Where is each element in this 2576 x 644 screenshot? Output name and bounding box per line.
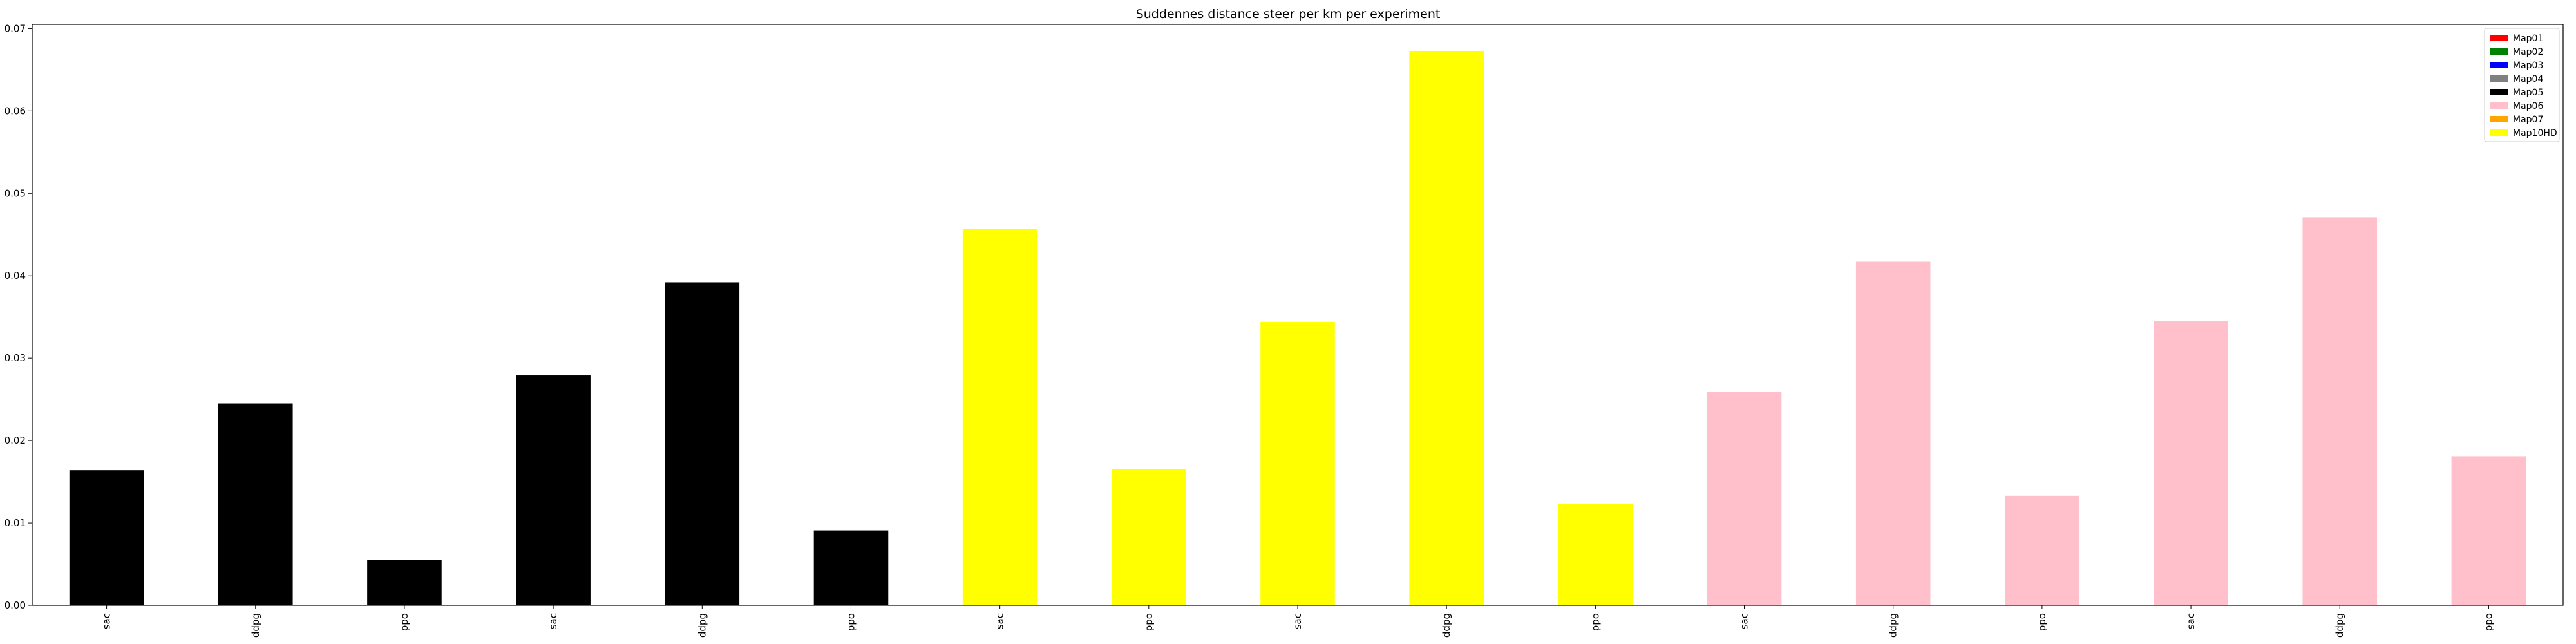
legend-label: Map01 — [2513, 33, 2543, 44]
bar-6 — [813, 530, 889, 605]
bar-7 — [962, 229, 1037, 605]
y-tick-label: 0.03 — [5, 352, 26, 364]
legend-swatch — [2490, 116, 2508, 122]
x-tick-label: sac — [994, 613, 1006, 629]
x-tick-label: ddpg — [1441, 613, 1452, 638]
legend-swatch — [2490, 62, 2508, 68]
y-tick-label: 0.07 — [5, 23, 26, 34]
bar-13 — [1855, 261, 1931, 606]
legend: Map01 Map02 Map03 Map04 Map05 Map06 Map07 Map10… — [2484, 28, 2560, 142]
x-tick-label: ppo — [2036, 613, 2048, 631]
bar-4 — [516, 375, 591, 605]
y-tick-label: 0.01 — [5, 517, 26, 529]
x-tick-label: sac — [1292, 613, 1303, 629]
legend-label: Map05 — [2513, 88, 2543, 98]
x-tick-label: ddpg — [250, 613, 261, 638]
legend-label: Map04 — [2513, 74, 2543, 84]
chart-title: Suddennes distance steer per km per expe… — [1136, 7, 1441, 21]
y-tick-label: 0.04 — [5, 270, 26, 281]
legend-label: Map06 — [2513, 101, 2543, 111]
bar-3 — [367, 560, 442, 605]
x-tick-label: ppo — [1589, 613, 1601, 631]
legend-swatch — [2490, 75, 2508, 82]
legend-swatch — [2490, 48, 2508, 55]
bar-11 — [1558, 504, 1633, 605]
legend-label: Map02 — [2513, 47, 2543, 57]
x-tick-label: ppo — [2483, 613, 2494, 631]
legend-swatch — [2490, 102, 2508, 109]
bar-15 — [2154, 321, 2228, 605]
legend-swatch — [2490, 35, 2508, 41]
x-tick-label: sac — [1739, 613, 1750, 629]
x-tick-label: sac — [547, 613, 559, 629]
bar-1 — [69, 470, 144, 605]
legend-swatch — [2490, 89, 2508, 95]
y-tick-label: 0.06 — [5, 105, 26, 117]
x-tick-label: sac — [101, 613, 113, 629]
x-tick-label: sac — [2185, 613, 2197, 629]
x-tick-label: ddpg — [2334, 613, 2345, 638]
bar-17 — [2451, 456, 2526, 605]
x-tick-label: ppo — [1143, 613, 1155, 631]
bar-8 — [1112, 469, 1186, 605]
legend-label: Map07 — [2513, 115, 2543, 125]
legend-label: Map10HD — [2513, 128, 2557, 138]
axes-layer: 0.00 0.01 0.02 0.03 0.04 0.05 0.06 0.07 sac ddpg p… — [5, 23, 2564, 638]
x-tick-label: ppo — [399, 613, 410, 631]
legend-label: Map03 — [2513, 61, 2543, 71]
y-tick-label: 0.05 — [5, 187, 26, 199]
x-tick-label: ddpg — [696, 613, 708, 638]
bar-5 — [665, 282, 740, 605]
bar-12 — [1707, 392, 1782, 605]
bar-2 — [218, 403, 293, 605]
bar-14 — [2005, 495, 2079, 605]
bars-layer — [69, 50, 2526, 606]
y-tick-label: 0.00 — [5, 600, 26, 611]
legend-box — [2484, 28, 2560, 142]
bar-10 — [1409, 50, 1484, 606]
legend-swatch — [2490, 129, 2508, 136]
bar-9 — [1260, 321, 1335, 605]
bar-16 — [2302, 217, 2378, 606]
y-tick-label: 0.02 — [5, 435, 26, 446]
x-tick-label: ppo — [845, 613, 857, 631]
x-tick-label: ddpg — [1888, 613, 1899, 638]
